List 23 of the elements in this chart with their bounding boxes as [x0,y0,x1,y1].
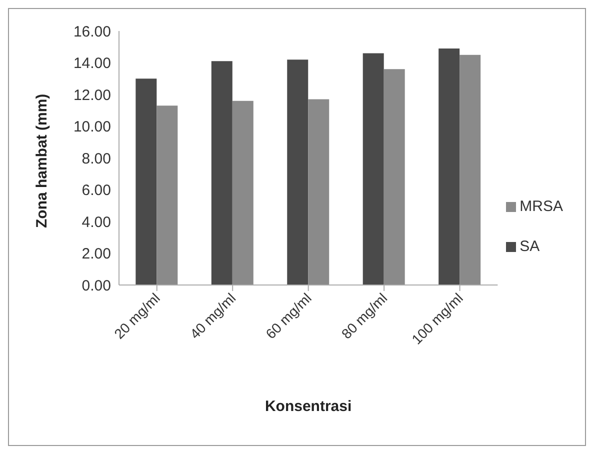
bar [211,61,232,285]
x-axis-title: Konsentrasi [264,398,352,415]
bar [362,53,384,285]
bar [287,60,308,285]
y-tick-label: 12.00 [73,86,111,104]
bar [308,99,330,285]
bar [384,69,405,285]
y-tick-label: 6.00 [82,182,111,200]
legend-label: SA [520,238,540,255]
bar [438,48,460,285]
bar [460,54,481,285]
y-tick-label: 16.00 [73,23,111,40]
y-tick-label: 14.00 [73,55,111,72]
y-tick-label: 10.00 [73,118,111,136]
bar [136,78,157,285]
y-tick-label: 8.00 [82,150,111,168]
y-tick-label: 0.00 [82,277,111,294]
y-tick-label: 2.00 [82,246,111,263]
legend-label: MRSA [520,198,563,215]
y-tick-label: 4.00 [82,214,111,231]
bar [156,106,178,285]
y-axis-title: Zona hambat (mm) [33,94,50,228]
bar [232,100,254,285]
